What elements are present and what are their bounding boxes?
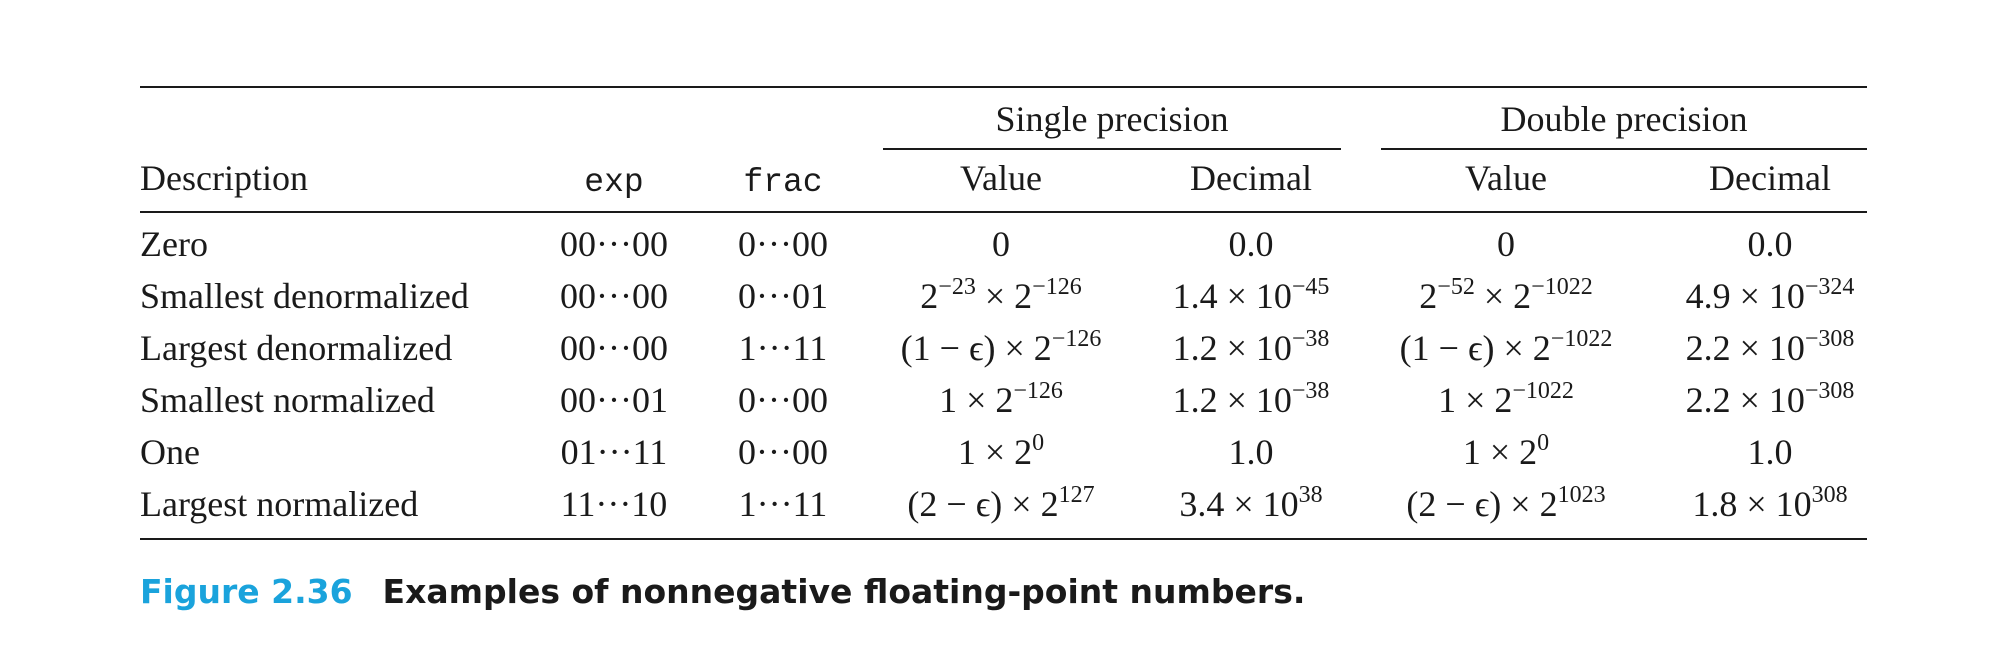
cell-double-decimal: 0.0	[1747, 224, 1793, 264]
figure-caption: Figure 2.36 Examples of nonnegative float…	[140, 572, 1305, 611]
cell-single-decimal: 3.4 × 1038	[1179, 482, 1323, 524]
cell-single-decimal: 1.2 × 10−38	[1172, 378, 1330, 420]
double-precision-rule	[1381, 148, 1867, 150]
cell-double-decimal: 2.2 × 10−308	[1685, 326, 1855, 368]
cell-frac: 0···00	[738, 432, 828, 472]
figure-title: Examples of nonnegative floating-point n…	[382, 572, 1306, 611]
cell-double-decimal: 1.8 × 10308	[1692, 482, 1848, 524]
cell-single-decimal: 0.0	[1228, 224, 1274, 264]
cell-exp: 00···01	[560, 380, 668, 420]
cell-single-value: 0	[992, 224, 1010, 264]
cell-double-value: (2 − ϵ) × 21023	[1406, 482, 1606, 524]
cell-frac: 1···11	[738, 328, 828, 368]
cell-single-value: 2−23 × 2−126	[920, 274, 1082, 316]
group-header-double: Double precision	[1500, 99, 1748, 139]
column-header-single-decimal: Decimal	[1190, 158, 1312, 198]
cell-single-decimal: 1.0	[1228, 432, 1274, 472]
cell-exp: 00···00	[560, 328, 668, 368]
group-header-single: Single precision	[995, 99, 1229, 139]
single-precision-rule	[883, 148, 1341, 150]
cell-exp: 00···00	[560, 276, 668, 316]
column-header-double-value: Value	[1465, 158, 1547, 198]
cell-single-decimal: 1.4 × 10−45	[1172, 274, 1330, 316]
column-header-frac: frac	[743, 164, 823, 201]
cell-frac: 0···00	[738, 380, 828, 420]
cell-double-value: 1 × 2−1022	[1438, 378, 1574, 420]
column-header-double-decimal: Decimal	[1709, 158, 1831, 198]
cell-frac: 0···00	[738, 224, 828, 264]
cell-description: Smallest normalized	[140, 380, 435, 420]
cell-single-value: (2 − ϵ) × 2127	[907, 482, 1095, 524]
header-rule	[140, 211, 1867, 213]
bottom-rule	[140, 538, 1867, 540]
column-header-description: Description	[140, 158, 308, 198]
cell-single-value: 1 × 20	[957, 430, 1045, 472]
cell-single-value: (1 − ϵ) × 2−126	[900, 326, 1102, 368]
figure-number: Figure 2.36	[140, 572, 353, 611]
cell-description: Smallest denormalized	[140, 276, 469, 316]
cell-double-decimal: 1.0	[1747, 432, 1793, 472]
cell-single-decimal: 1.2 × 10−38	[1172, 326, 1330, 368]
cell-double-decimal: 4.9 × 10−324	[1685, 274, 1855, 316]
cell-description: Zero	[140, 224, 208, 264]
cell-double-value: 0	[1497, 224, 1515, 264]
cell-description: One	[140, 432, 200, 472]
top-rule	[140, 86, 1867, 88]
cell-single-value: 1 × 2−126	[939, 378, 1063, 420]
cell-description: Largest denormalized	[140, 328, 453, 368]
cell-double-value: 2−52 × 2−1022	[1419, 274, 1593, 316]
column-header-single-value: Value	[960, 158, 1042, 198]
column-header-exp: exp	[584, 164, 644, 201]
cell-exp: 01···11	[560, 432, 668, 472]
cell-description: Largest normalized	[140, 484, 419, 524]
cell-frac: 1···11	[738, 484, 828, 524]
cell-exp: 11···10	[560, 484, 668, 524]
cell-exp: 00···00	[560, 224, 668, 264]
cell-double-value: 1 × 20	[1462, 430, 1550, 472]
cell-double-decimal: 2.2 × 10−308	[1685, 378, 1855, 420]
cell-double-value: (1 − ϵ) × 2−1022	[1399, 326, 1613, 368]
cell-frac: 0···01	[738, 276, 828, 316]
